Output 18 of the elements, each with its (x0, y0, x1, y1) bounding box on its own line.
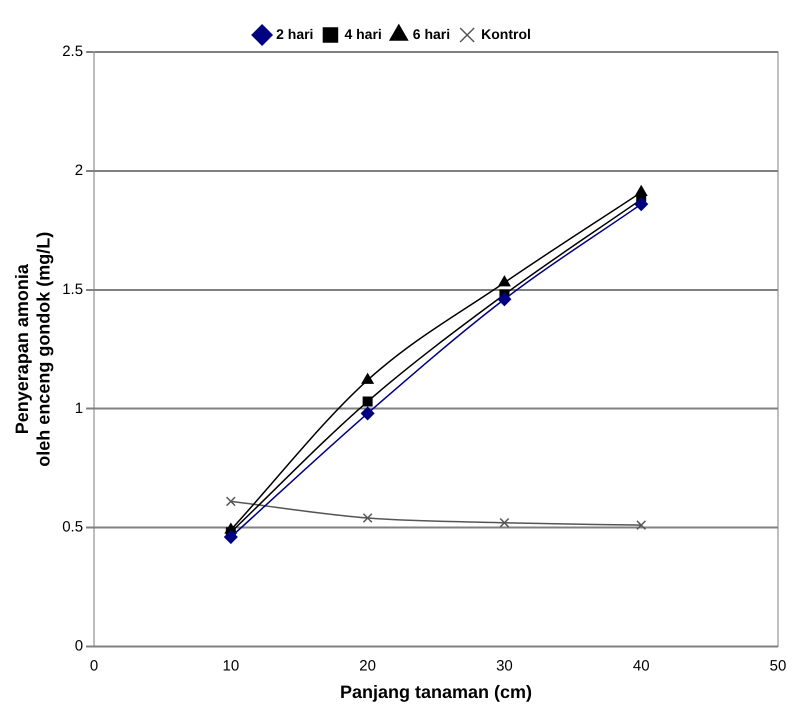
y-tick-label: 0.5 (62, 518, 84, 536)
x-tick-label: 10 (222, 658, 240, 675)
legend-label: Kontrol (481, 26, 531, 42)
legend-label: 2 hari (276, 26, 314, 42)
x-tick-label: 40 (632, 658, 650, 675)
x-tick-label: 50 (770, 658, 786, 675)
x-tick-label: 30 (496, 658, 513, 675)
y-tick-label: 1 (74, 400, 84, 417)
legend-label: 4 hari (344, 26, 382, 42)
y-tick-label: 0 (74, 638, 84, 655)
legend-label: 6 hari (412, 26, 450, 42)
y-axis-title: Penyerapan amonia oleh enceng gondok (mg/L) (12, 232, 54, 467)
y-tick-label: 2 (74, 162, 84, 180)
x-axis-title: Panjang tanaman (cm) (340, 682, 532, 702)
x-tick-label: 0 (90, 658, 98, 675)
x-tick-label: 20 (359, 658, 376, 675)
y-tick-label: 1.5 (62, 280, 84, 298)
y-tick-label: 2.5 (62, 43, 84, 60)
